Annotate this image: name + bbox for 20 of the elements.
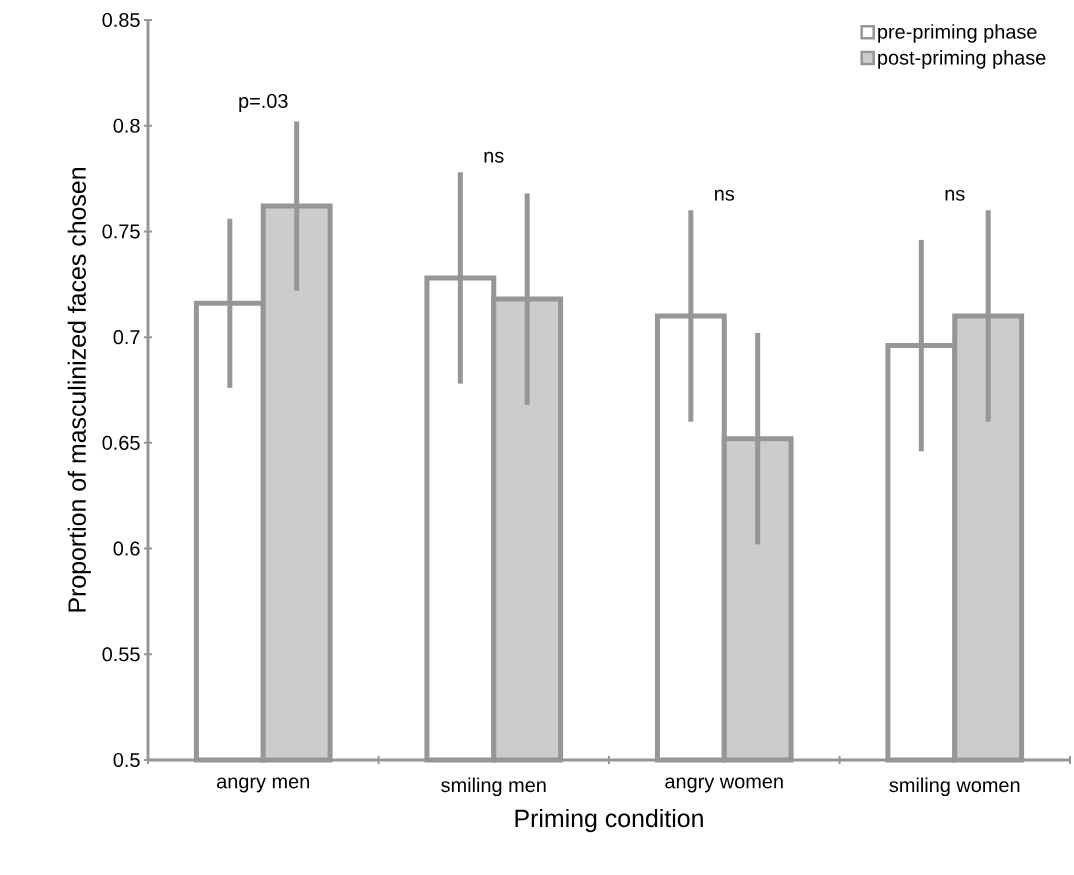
annotation: ns: [945, 189, 965, 201]
y-tick-label: 0.6: [113, 541, 140, 556]
y-axis-title: Proportion of masculinized faces chosen: [67, 168, 91, 612]
legend-label: pre-priming phase: [878, 24, 1037, 43]
annotation: ns: [715, 189, 735, 201]
y-tick-label: 0.55: [102, 647, 140, 662]
x-tick-label: smiling women: [889, 777, 1020, 797]
y-tick-label: 0.8: [113, 118, 140, 133]
y-tick-label: 0.5: [113, 752, 140, 768]
y-tick-label: 0.65: [102, 435, 140, 450]
x-tick-label: angry men: [217, 777, 309, 793]
y-tick-label: 0.85: [102, 12, 140, 28]
y-tick-label: 0.7: [113, 330, 140, 345]
annotation: p=.03: [239, 93, 288, 112]
x-tick-label: smiling men: [441, 777, 546, 797]
annotation: ns: [484, 151, 504, 163]
y-tick-label: 0.75: [102, 224, 140, 239]
x-tick-label: angry women: [665, 777, 783, 793]
x-axis-title: Priming condition: [515, 808, 703, 833]
legend-label: post-priming phase: [878, 50, 1046, 69]
